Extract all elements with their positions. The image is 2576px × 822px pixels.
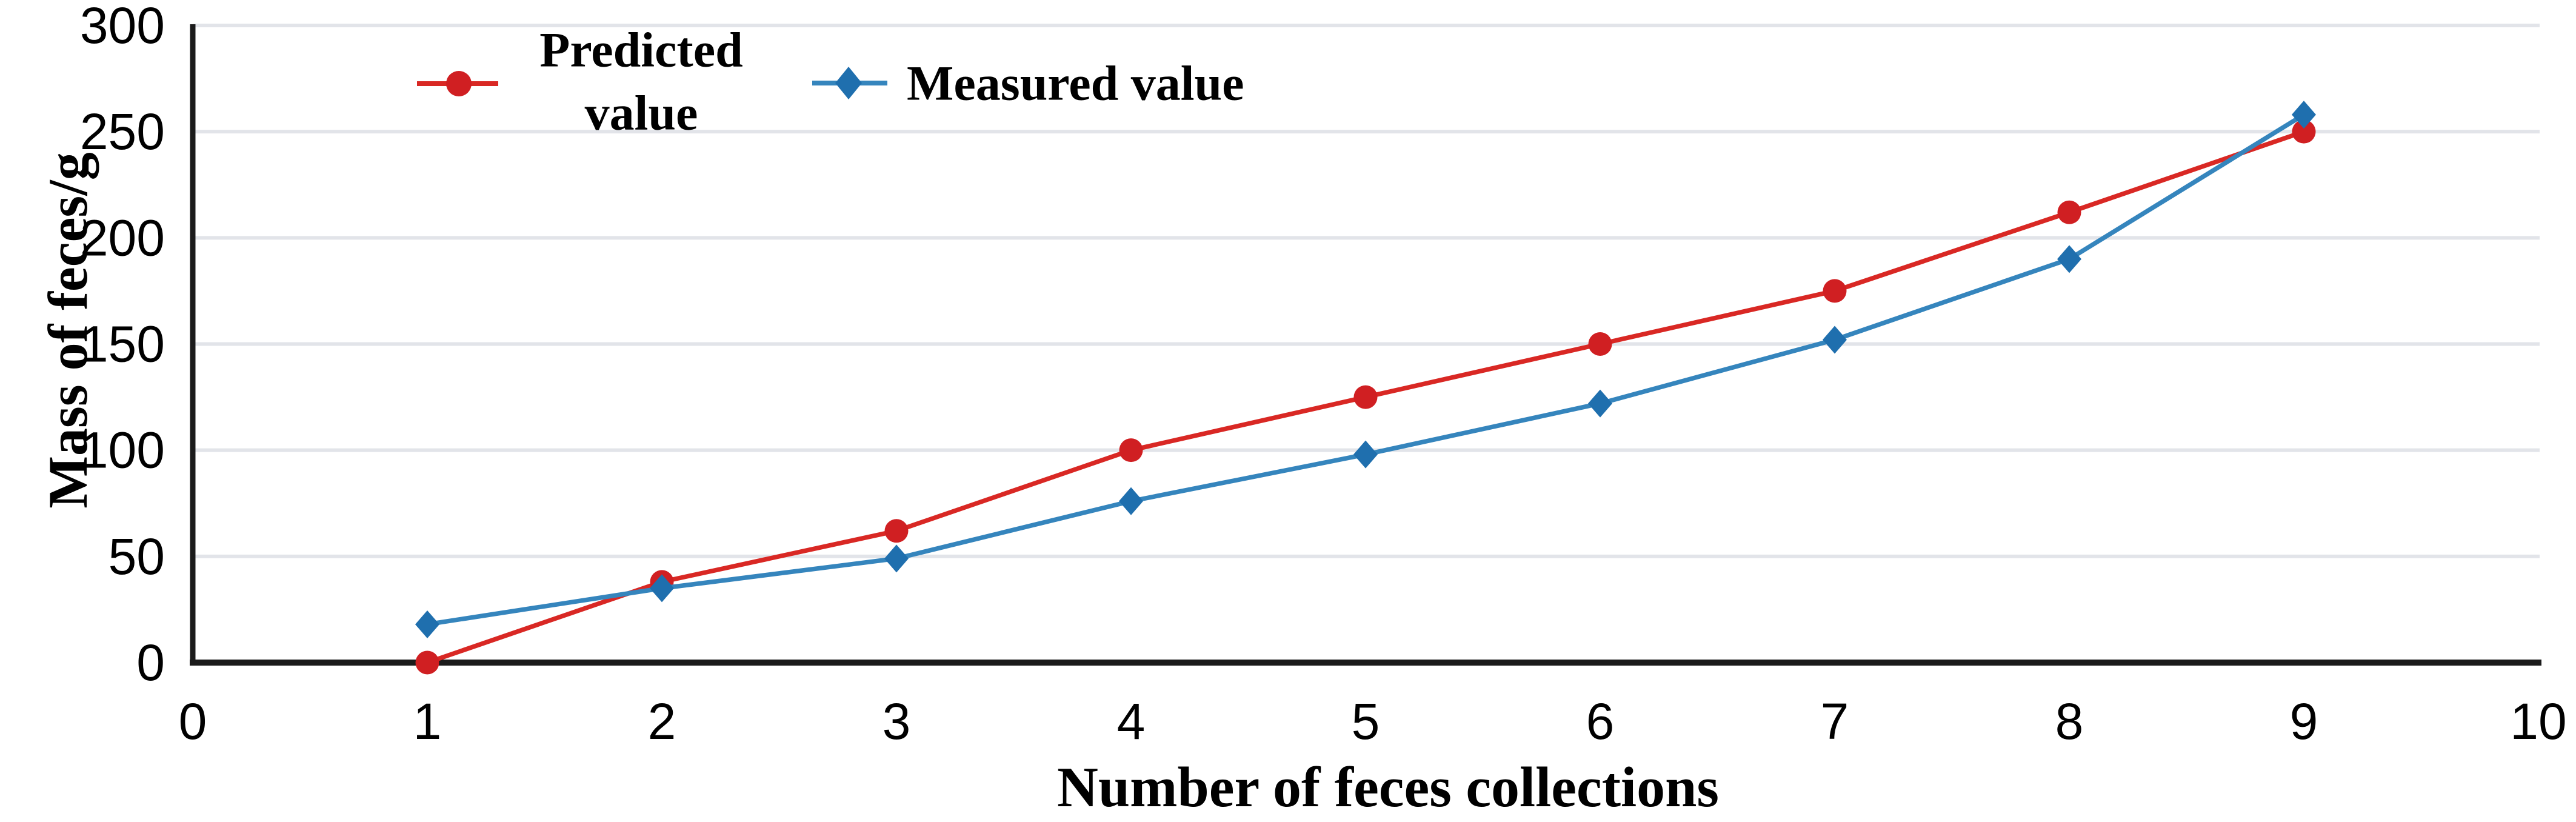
series-layer: [415, 67, 2316, 675]
legend-marker-predicted-value: [446, 71, 472, 96]
data-point-predicted-value-x9: [2292, 119, 2316, 144]
axis-layer: [190, 24, 2541, 666]
legend-label-measured: Measured value: [907, 56, 1244, 111]
x-tick-label-6: 6: [1586, 693, 1615, 750]
data-point-predicted-value-x1: [415, 650, 439, 675]
y-tick-label-250: 250: [80, 103, 165, 160]
y-tick-label-150: 150: [80, 316, 165, 373]
y-tick-label-0: 0: [136, 634, 165, 691]
x-tick-label-3: 3: [883, 693, 911, 750]
x-tick-label-1: 1: [413, 693, 442, 750]
data-point-predicted-value-x6: [1588, 332, 1612, 356]
data-point-predicted-value-x4: [1119, 438, 1143, 463]
y-tick-label-50: 50: [108, 528, 165, 585]
x-tick-label-7: 7: [1821, 693, 1849, 750]
y-tick-label-100: 100: [80, 422, 165, 479]
data-point-predicted-value-x5: [1353, 385, 1378, 409]
data-point-measured-value-x5: [1353, 440, 1378, 469]
x-tick-label-2: 2: [648, 693, 676, 750]
legend-label-predicted-line2: value: [585, 85, 698, 141]
data-point-measured-value-x6: [1588, 389, 1612, 418]
data-point-measured-value-x4: [1119, 487, 1143, 515]
data-point-measured-value-x7: [1823, 326, 1847, 354]
x-axis-title: Number of feces collections: [1057, 756, 1719, 819]
data-point-predicted-value-x3: [884, 519, 909, 543]
data-point-measured-value-x2: [650, 574, 674, 603]
series-line-measured-value: [425, 112, 2306, 627]
data-point-predicted-value-x8: [2057, 200, 2081, 224]
x-tick-label-9: 9: [2290, 693, 2318, 750]
x-tick-label-8: 8: [2055, 693, 2084, 750]
x-tick-label-0: 0: [179, 693, 207, 750]
y-axis-title: Mass of feces/g: [37, 152, 99, 509]
x-tick-label-5: 5: [1352, 693, 1380, 750]
y-tick-label-300: 300: [80, 0, 165, 54]
legend-label-predicted-line1: Predicted: [539, 22, 743, 78]
data-point-measured-value-x8: [2057, 245, 2081, 273]
x-tick-label-4: 4: [1117, 693, 1146, 750]
tick-label-layer: 0 50 100 150 200 250 300 0 1 2 3 4 5 6 7 8 9 10: [80, 0, 2567, 750]
data-point-measured-value-x3: [884, 544, 909, 573]
legend-marker-measured-value: [835, 67, 862, 99]
data-point-predicted-value-x7: [1823, 279, 1847, 303]
data-point-measured-value-x1: [415, 610, 439, 638]
data-point-measured-value-x9: [2292, 101, 2316, 129]
gridline-layer: [193, 24, 2540, 558]
y-tick-label-200: 200: [80, 209, 165, 266]
x-tick-label-10: 10: [2510, 693, 2566, 750]
